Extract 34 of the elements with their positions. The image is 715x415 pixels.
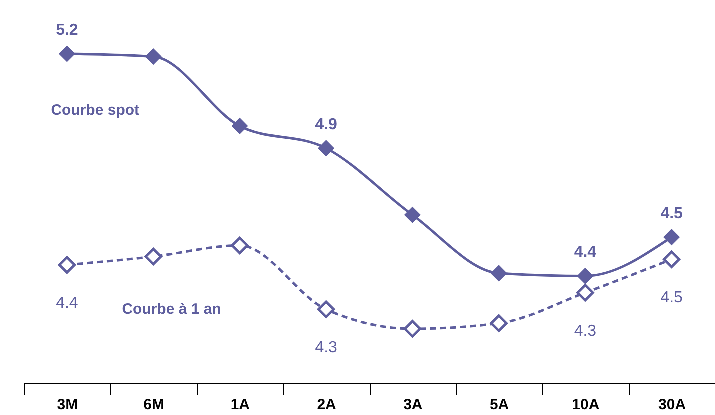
x-tick-label: 30A bbox=[658, 396, 686, 414]
data-label: 4.5 bbox=[660, 290, 684, 307]
point bbox=[59, 46, 76, 62]
data-label: 4.3 bbox=[315, 340, 338, 357]
point bbox=[318, 140, 334, 157]
point bbox=[144, 248, 162, 266]
point bbox=[404, 320, 422, 338]
data-label: 4.4 bbox=[56, 295, 78, 312]
x-tick-label: 6M bbox=[144, 396, 164, 414]
data-label: 5.2 bbox=[56, 22, 78, 39]
data-label: 4.4 bbox=[574, 244, 597, 262]
point bbox=[662, 250, 681, 268]
point bbox=[490, 314, 508, 332]
point bbox=[58, 256, 76, 274]
point bbox=[317, 300, 336, 318]
point bbox=[490, 265, 508, 282]
point bbox=[577, 268, 594, 284]
point bbox=[232, 118, 248, 134]
text: Courbe à 1 an bbox=[122, 301, 222, 318]
x-tick-label: 1A bbox=[230, 396, 250, 414]
x-tick-label: 2A bbox=[317, 396, 337, 414]
point bbox=[404, 207, 421, 224]
x-tick-label: 5A bbox=[490, 396, 510, 414]
point bbox=[664, 229, 680, 246]
data-label: 4.3 bbox=[574, 322, 597, 340]
data-label: 4.5 bbox=[660, 205, 684, 222]
data-label: 4.9 bbox=[315, 116, 338, 134]
x-tick-label: 3A bbox=[404, 396, 423, 414]
x-tick-label: 10A bbox=[572, 396, 600, 414]
point bbox=[576, 284, 594, 302]
text: Courbe spot bbox=[51, 102, 140, 119]
point bbox=[145, 48, 162, 65]
x-tick-label: 3M bbox=[57, 396, 78, 414]
point bbox=[231, 236, 249, 254]
